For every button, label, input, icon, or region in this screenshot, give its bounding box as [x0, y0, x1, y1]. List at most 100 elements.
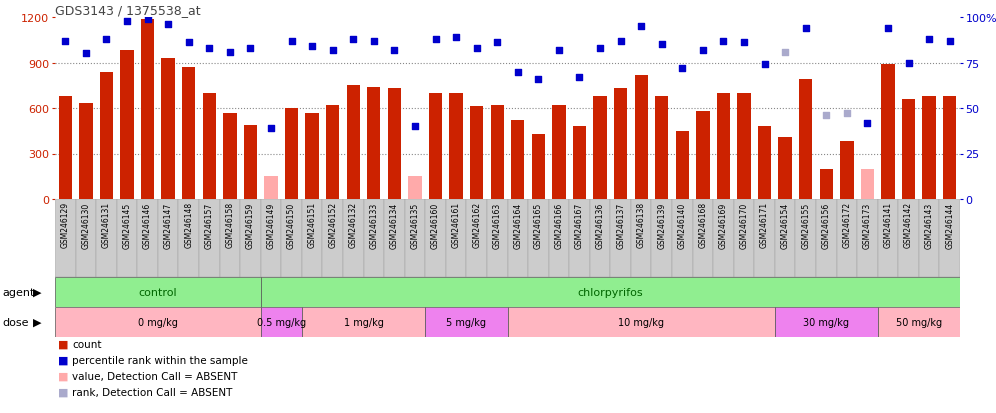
Bar — [223, 113, 236, 199]
Bar — [121, 51, 133, 199]
Text: GSM246163: GSM246163 — [493, 202, 502, 248]
Text: GSM246141: GSM246141 — [883, 202, 892, 248]
Text: GSM246162: GSM246162 — [472, 202, 481, 248]
Bar — [285, 109, 298, 199]
Point — [448, 35, 464, 41]
Bar — [511, 121, 525, 199]
Bar — [758, 127, 771, 199]
Bar — [837, 199, 858, 277]
Bar — [754, 199, 775, 277]
Text: GSM246136: GSM246136 — [596, 202, 605, 248]
Text: GSM246152: GSM246152 — [328, 202, 338, 248]
Bar — [387, 89, 401, 199]
Text: GSM246170: GSM246170 — [740, 202, 749, 248]
Point — [180, 40, 196, 47]
Bar — [244, 126, 257, 199]
Text: GSM246157: GSM246157 — [205, 202, 214, 248]
Bar — [820, 169, 833, 199]
Bar — [364, 199, 384, 277]
Bar — [100, 72, 114, 199]
Bar — [219, 199, 240, 277]
Bar — [692, 199, 713, 277]
Bar — [737, 94, 751, 199]
Text: GSM246151: GSM246151 — [308, 202, 317, 248]
Bar — [97, 199, 117, 277]
Bar — [508, 199, 528, 277]
Bar — [713, 199, 734, 277]
Bar — [877, 307, 960, 337]
Point — [201, 45, 217, 52]
Bar — [425, 307, 508, 337]
Point — [880, 26, 896, 32]
Text: GSM246173: GSM246173 — [863, 202, 872, 248]
Text: GSM246131: GSM246131 — [102, 202, 111, 248]
Bar — [528, 199, 549, 277]
Point — [860, 120, 875, 126]
Bar — [799, 80, 813, 199]
Bar — [55, 277, 261, 307]
Text: GSM246146: GSM246146 — [143, 202, 152, 248]
Text: GSM246150: GSM246150 — [287, 202, 296, 248]
Point — [777, 49, 793, 56]
Text: GSM246139: GSM246139 — [657, 202, 666, 248]
Text: GSM246158: GSM246158 — [225, 202, 234, 248]
Text: agent: agent — [2, 287, 35, 297]
Bar — [898, 199, 919, 277]
Bar — [775, 307, 877, 337]
Point — [139, 17, 155, 23]
Bar — [655, 97, 668, 199]
Bar — [161, 59, 175, 199]
Text: 5 mg/kg: 5 mg/kg — [446, 317, 486, 327]
Bar — [611, 199, 630, 277]
Point — [613, 38, 628, 45]
Bar — [302, 307, 425, 337]
Point — [695, 47, 711, 54]
Text: GSM246148: GSM246148 — [184, 202, 193, 248]
Point — [304, 44, 320, 50]
Bar — [549, 199, 569, 277]
Bar — [281, 199, 302, 277]
Point — [386, 47, 402, 54]
Text: GSM246172: GSM246172 — [843, 202, 852, 248]
Point — [58, 38, 74, 45]
Point — [489, 40, 505, 47]
Bar — [858, 199, 877, 277]
Text: value, Detection Call = ABSENT: value, Detection Call = ABSENT — [72, 371, 237, 381]
Bar — [343, 199, 364, 277]
Text: 0.5 mg/kg: 0.5 mg/kg — [257, 317, 306, 327]
Text: 10 mg/kg: 10 mg/kg — [619, 317, 664, 327]
Text: GDS3143 / 1375538_at: GDS3143 / 1375538_at — [55, 4, 200, 17]
Text: GSM246166: GSM246166 — [555, 202, 564, 248]
Text: GSM246159: GSM246159 — [246, 202, 255, 248]
Bar — [240, 199, 261, 277]
Point — [531, 76, 547, 83]
Bar — [775, 199, 796, 277]
Text: percentile rank within the sample: percentile rank within the sample — [72, 355, 248, 365]
Point — [921, 36, 937, 43]
Bar — [429, 94, 442, 199]
Point — [284, 38, 300, 45]
Text: GSM246167: GSM246167 — [575, 202, 584, 248]
Bar — [569, 199, 590, 277]
Point — [674, 66, 690, 72]
Text: ■: ■ — [58, 371, 69, 381]
Bar — [466, 199, 487, 277]
Text: GSM246130: GSM246130 — [82, 202, 91, 248]
Bar — [675, 131, 689, 199]
Text: 30 mg/kg: 30 mg/kg — [804, 317, 850, 327]
Bar — [347, 86, 360, 199]
Text: GSM246134: GSM246134 — [389, 202, 398, 248]
Bar — [717, 94, 730, 199]
Point — [346, 36, 362, 43]
Point — [592, 45, 608, 52]
Point — [427, 36, 443, 43]
Bar — [446, 199, 466, 277]
Bar — [552, 106, 566, 199]
Bar — [590, 199, 611, 277]
Point — [715, 38, 731, 45]
Bar — [76, 199, 97, 277]
Point — [839, 111, 855, 117]
Bar — [573, 127, 587, 199]
Bar — [779, 138, 792, 199]
Bar — [922, 97, 936, 199]
